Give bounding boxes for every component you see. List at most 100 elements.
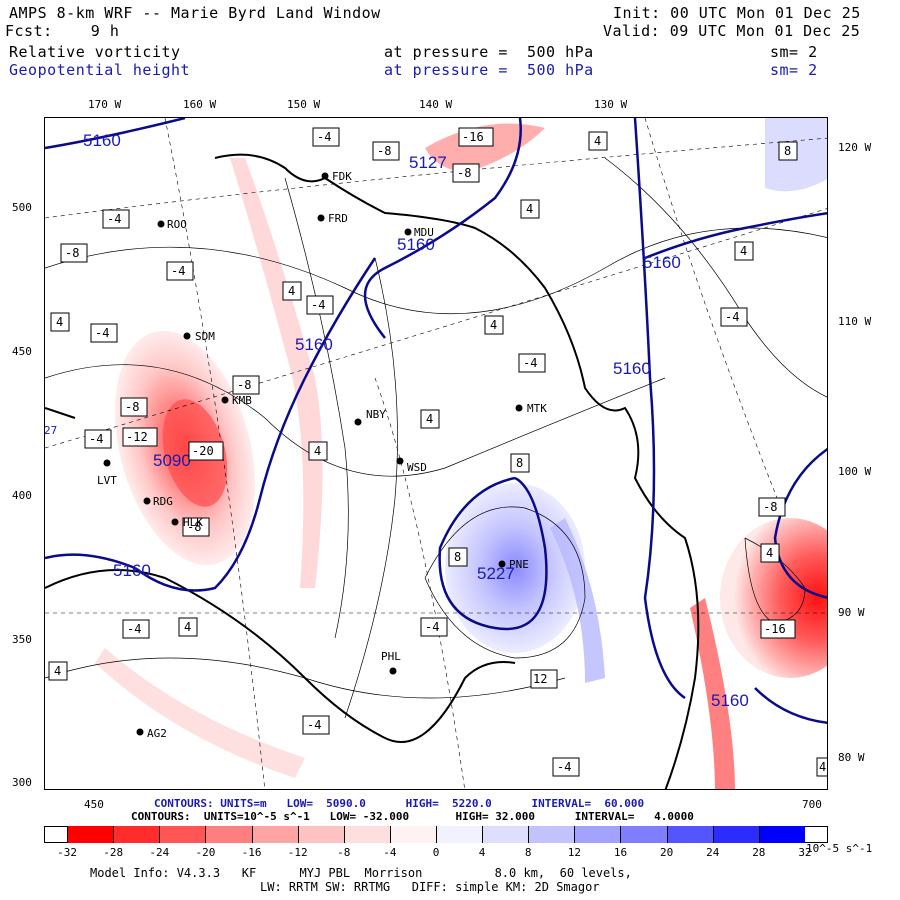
height-label: 5160 (83, 131, 121, 150)
svg-text:-8: -8 (65, 246, 79, 260)
height-label: 5090 (153, 451, 191, 470)
map-panel: 5160 5160 5160 5160 5160 5160 5160 5090 … (44, 117, 828, 790)
colorbar-cell (666, 826, 713, 843)
colorbar-tick-label: -20 (195, 846, 216, 859)
height-contour-info: CONTOURS: UNITS=m LOW= 5090.0 HIGH= 5220… (154, 797, 645, 810)
station-marker-wsd (396, 457, 404, 465)
svg-text:8: 8 (784, 144, 791, 158)
colorbar-tick-label: -4 (383, 846, 397, 859)
height-label: 5160 (613, 359, 651, 378)
colorbar-cell (251, 826, 298, 843)
partial-height-label: 27 (44, 424, 58, 437)
height-label: 5127 (409, 153, 447, 172)
colorbar-cell (574, 826, 621, 843)
colorbar-tick-label: -16 (241, 846, 262, 859)
svg-text:-16: -16 (462, 130, 484, 144)
grid-label-bottom: 700 (802, 798, 822, 811)
grid-label-left: 500 (12, 201, 32, 214)
svg-text:4: 4 (766, 546, 773, 560)
colorbar-cell (389, 826, 436, 843)
colorbar-cell (159, 826, 206, 843)
lon-label-top: 130 W (594, 98, 628, 111)
negative-vorticity-band (95, 648, 305, 778)
svg-text:4: 4 (288, 284, 295, 298)
stations: ROO SDM KMB LVT RDG HLK NBY MDU FRD FDK … (97, 170, 547, 740)
grid-label-left: 300 (12, 776, 32, 789)
svg-text:4: 4 (526, 202, 533, 216)
svg-text:-4: -4 (307, 718, 321, 732)
vorticity-contour-info: CONTOURS: UNITS=10^-5 s^-1 LOW= -32.000 … (131, 810, 694, 823)
station-marker-rdg (143, 497, 151, 505)
svg-text:-4: -4 (311, 298, 325, 312)
svg-text:FDK: FDK (332, 170, 352, 183)
height-label: 5227 (477, 564, 515, 583)
svg-text:4: 4 (184, 620, 191, 634)
svg-text:-4: -4 (107, 212, 121, 226)
colorbar-tick-label: 20 (659, 846, 674, 859)
height-label: 5160 (711, 691, 749, 710)
colorbar-tick-label: -28 (103, 846, 124, 859)
svg-text:-8: -8 (237, 378, 251, 392)
colorbar-cell (712, 826, 759, 843)
negative-vorticity-band (230, 158, 323, 588)
svg-text:-4: -4 (171, 264, 185, 278)
grid-label-bottom: 450 (84, 798, 104, 811)
field2-smoothing: sm= 2 (770, 61, 818, 79)
model-info-physics: LW: RRTM SW: RRTMG DIFF: simple KM: 2D S… (260, 880, 600, 894)
negative-vorticity-area (425, 123, 545, 173)
height-labels: 5160 5160 5160 5160 5160 5160 5160 5090 … (83, 131, 749, 710)
colorbar-tick-label: -8 (337, 846, 351, 859)
svg-text:-12: -12 (126, 430, 148, 444)
svg-text:-16: -16 (764, 622, 786, 636)
colorbar-tick-label: 8 (524, 846, 532, 859)
colorbar-tick-label: 24 (706, 846, 720, 859)
station-marker-mtk (515, 404, 523, 412)
svg-text:-4: -4 (725, 310, 739, 324)
svg-text:SDM: SDM (195, 330, 215, 343)
vorticity-height-map: 5160 5160 5160 5160 5160 5160 5160 5090 … (45, 118, 827, 789)
grid-label-left: 350 (12, 633, 32, 646)
svg-text:HLK: HLK (183, 516, 203, 529)
colorbar-tick-label: 28 (752, 846, 766, 859)
vorticity-labels: -4 -4 -4 -4 -4 -4 -4 -4 -4 -4 -4 -4 4 4 … (48, 127, 827, 777)
svg-text:KMB: KMB (232, 394, 252, 407)
lon-label-top: 140 W (419, 98, 453, 111)
svg-text:FRD: FRD (328, 212, 348, 225)
svg-text:LVT: LVT (97, 474, 117, 487)
graticule (45, 118, 827, 789)
svg-text:RDG: RDG (153, 495, 173, 508)
svg-text:-4: -4 (557, 760, 571, 774)
lon-label-right: 100 W (838, 465, 872, 478)
svg-text:PHL: PHL (381, 650, 401, 663)
map-title: AMPS 8-km WRF -- Marie Byrd Land Window (9, 4, 381, 22)
station-marker-kmb (221, 396, 229, 404)
svg-text:NBY: NBY (366, 408, 386, 421)
grid-label-left: 450 (12, 345, 32, 358)
coastline (45, 407, 76, 419)
field1-name: Relative vorticity (9, 43, 181, 61)
colorbar-cell (297, 826, 344, 843)
field2-name: Geopotential height (9, 61, 191, 79)
colorbar-cell (482, 826, 529, 843)
valid-time: Valid: 09 UTC Mon 01 Dec 25 (603, 22, 861, 40)
svg-text:4: 4 (314, 444, 321, 458)
colorbar-cell (528, 826, 575, 843)
field1-level: at pressure = 500 hPa (384, 43, 594, 61)
station-marker-phl (389, 667, 397, 675)
svg-text:4: 4 (54, 664, 61, 678)
lon-label-right: 120 W (838, 141, 872, 154)
svg-text:-8: -8 (125, 400, 139, 414)
colorbar-cell (620, 826, 667, 843)
colorbar-tick-label: -32 (57, 846, 77, 859)
station-marker-frd (317, 214, 325, 222)
lon-label-top: 150 W (287, 98, 321, 111)
svg-text:AG2: AG2 (147, 727, 167, 740)
station-marker-hlk (171, 518, 179, 526)
svg-text:-8: -8 (377, 144, 391, 158)
lon-label-right: 80 W (838, 751, 865, 764)
svg-text:-4: -4 (89, 432, 103, 446)
svg-text:4: 4 (594, 134, 601, 148)
field1-smoothing: sm= 2 (770, 43, 818, 61)
station-marker-nby (354, 418, 362, 426)
colorbar-cell (758, 826, 805, 843)
